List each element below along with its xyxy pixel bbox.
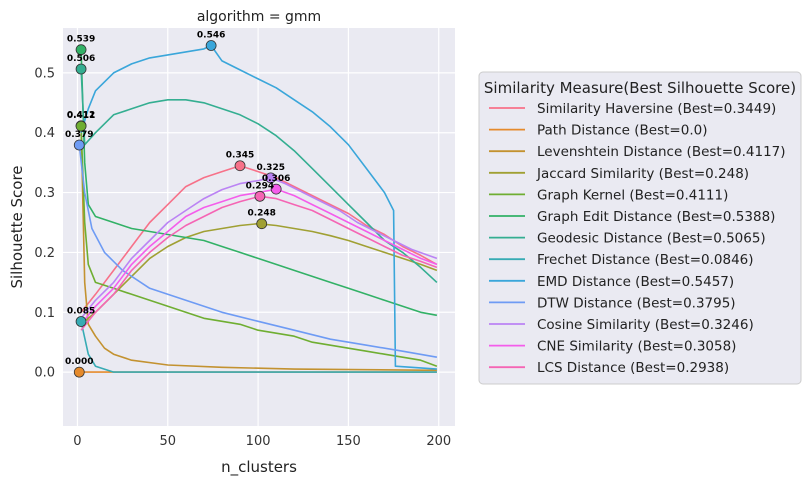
legend-label: DTW Distance (Best=0.3795) — [537, 295, 736, 311]
series-line — [80, 126, 438, 367]
best-point-marker — [234, 160, 246, 172]
legend-label: EMD Distance (Best=0.5457) — [537, 274, 734, 290]
best-point-marker — [205, 40, 217, 51]
series-line — [80, 177, 438, 319]
best-value-label: 0.325 — [257, 163, 285, 173]
y-tick-label: 0.3 — [34, 186, 55, 201]
x-tick-label: 0 — [73, 434, 81, 449]
legend-label: Frechet Distance (Best=0.0846) — [537, 252, 754, 268]
legend: Similarity Measure(Best Silhouette Score… — [478, 71, 802, 385]
y-axis-label: Silhouette Score — [8, 165, 26, 288]
legend-label: LCS Distance (Best=0.2938) — [537, 360, 729, 376]
legend-items: Similarity Haversine (Best=0.3449) Path D… — [489, 101, 786, 376]
best-point-marker — [265, 172, 277, 184]
x-tick-label: 150 — [336, 434, 361, 449]
series-line — [80, 321, 437, 373]
y-tick-label: 0.5 — [34, 66, 55, 81]
legend-title: Similarity Measure(Best Silhouette Score… — [484, 79, 796, 97]
best-point-marker — [254, 190, 266, 202]
legend-label: CNE Similarity (Best=0.3058) — [537, 339, 736, 355]
best-value-label: 0.306 — [262, 174, 290, 184]
x-tick-label: 100 — [246, 434, 271, 449]
best-value-label: 0.248 — [247, 209, 275, 219]
series-line — [78, 144, 438, 358]
best-value-label: 0.379 — [65, 130, 93, 140]
best-value-label: 0.506 — [67, 54, 95, 64]
legend-box — [478, 71, 802, 385]
best-value-label: 0.412 — [67, 111, 95, 121]
best-point-marker — [73, 366, 85, 378]
y-tick-label: 0.0 — [34, 366, 55, 381]
best-point-marker — [256, 218, 268, 230]
series-line — [80, 49, 438, 317]
legend-label: Cosine Similarity (Best=0.3246) — [537, 317, 754, 333]
chart-title: algorithm = gmm — [197, 9, 321, 25]
x-tick-label: 50 — [160, 434, 177, 449]
x-tick-label: 200 — [426, 434, 451, 449]
y-tick-label: 0.1 — [34, 306, 55, 321]
legend-label: Levenshtein Distance (Best=0.4117) — [537, 144, 786, 160]
series-line — [80, 44, 437, 370]
best-markers: 0.345 0.000 0.412 0.248 0.411 0.539 0.506 0.085… — [65, 31, 290, 378]
best-point-marker — [73, 139, 85, 151]
y-tick-label: 0.2 — [34, 246, 55, 261]
best-value-label: 0.539 — [67, 35, 95, 45]
legend-label: Jaccard Similarity (Best=0.248) — [536, 166, 749, 182]
legend-label: Graph Edit Distance (Best=0.5388) — [537, 209, 775, 225]
best-point-marker — [75, 120, 87, 132]
x-tick-labels: 0 50 100 150 200 — [73, 434, 451, 449]
legend-label: Path Distance (Best=0.0) — [537, 123, 707, 139]
best-value-label: 0.411 — [67, 111, 95, 121]
y-tick-label: 0.4 — [34, 126, 55, 141]
best-value-label: 0.345 — [226, 151, 254, 161]
best-point-marker — [270, 183, 282, 195]
best-value-label: 0.294 — [246, 181, 274, 191]
legend-label: Geodesic Distance (Best=0.5065) — [537, 231, 766, 247]
legend-label: Graph Kernel (Best=0.4111) — [537, 187, 728, 203]
best-point-marker — [75, 44, 87, 56]
best-value-label: 0.085 — [67, 307, 95, 317]
best-point-marker — [75, 316, 87, 327]
x-axis-label: n_clusters — [221, 458, 297, 477]
series-line — [80, 164, 438, 313]
y-tick-labels: 0.0 0.1 0.2 0.3 0.4 0.5 — [34, 66, 55, 380]
legend-label: Similarity Haversine (Best=0.3449) — [537, 101, 776, 117]
best-point-marker — [75, 63, 87, 75]
best-value-label: 0.546 — [197, 31, 225, 41]
best-value-label: 0.000 — [65, 357, 93, 367]
